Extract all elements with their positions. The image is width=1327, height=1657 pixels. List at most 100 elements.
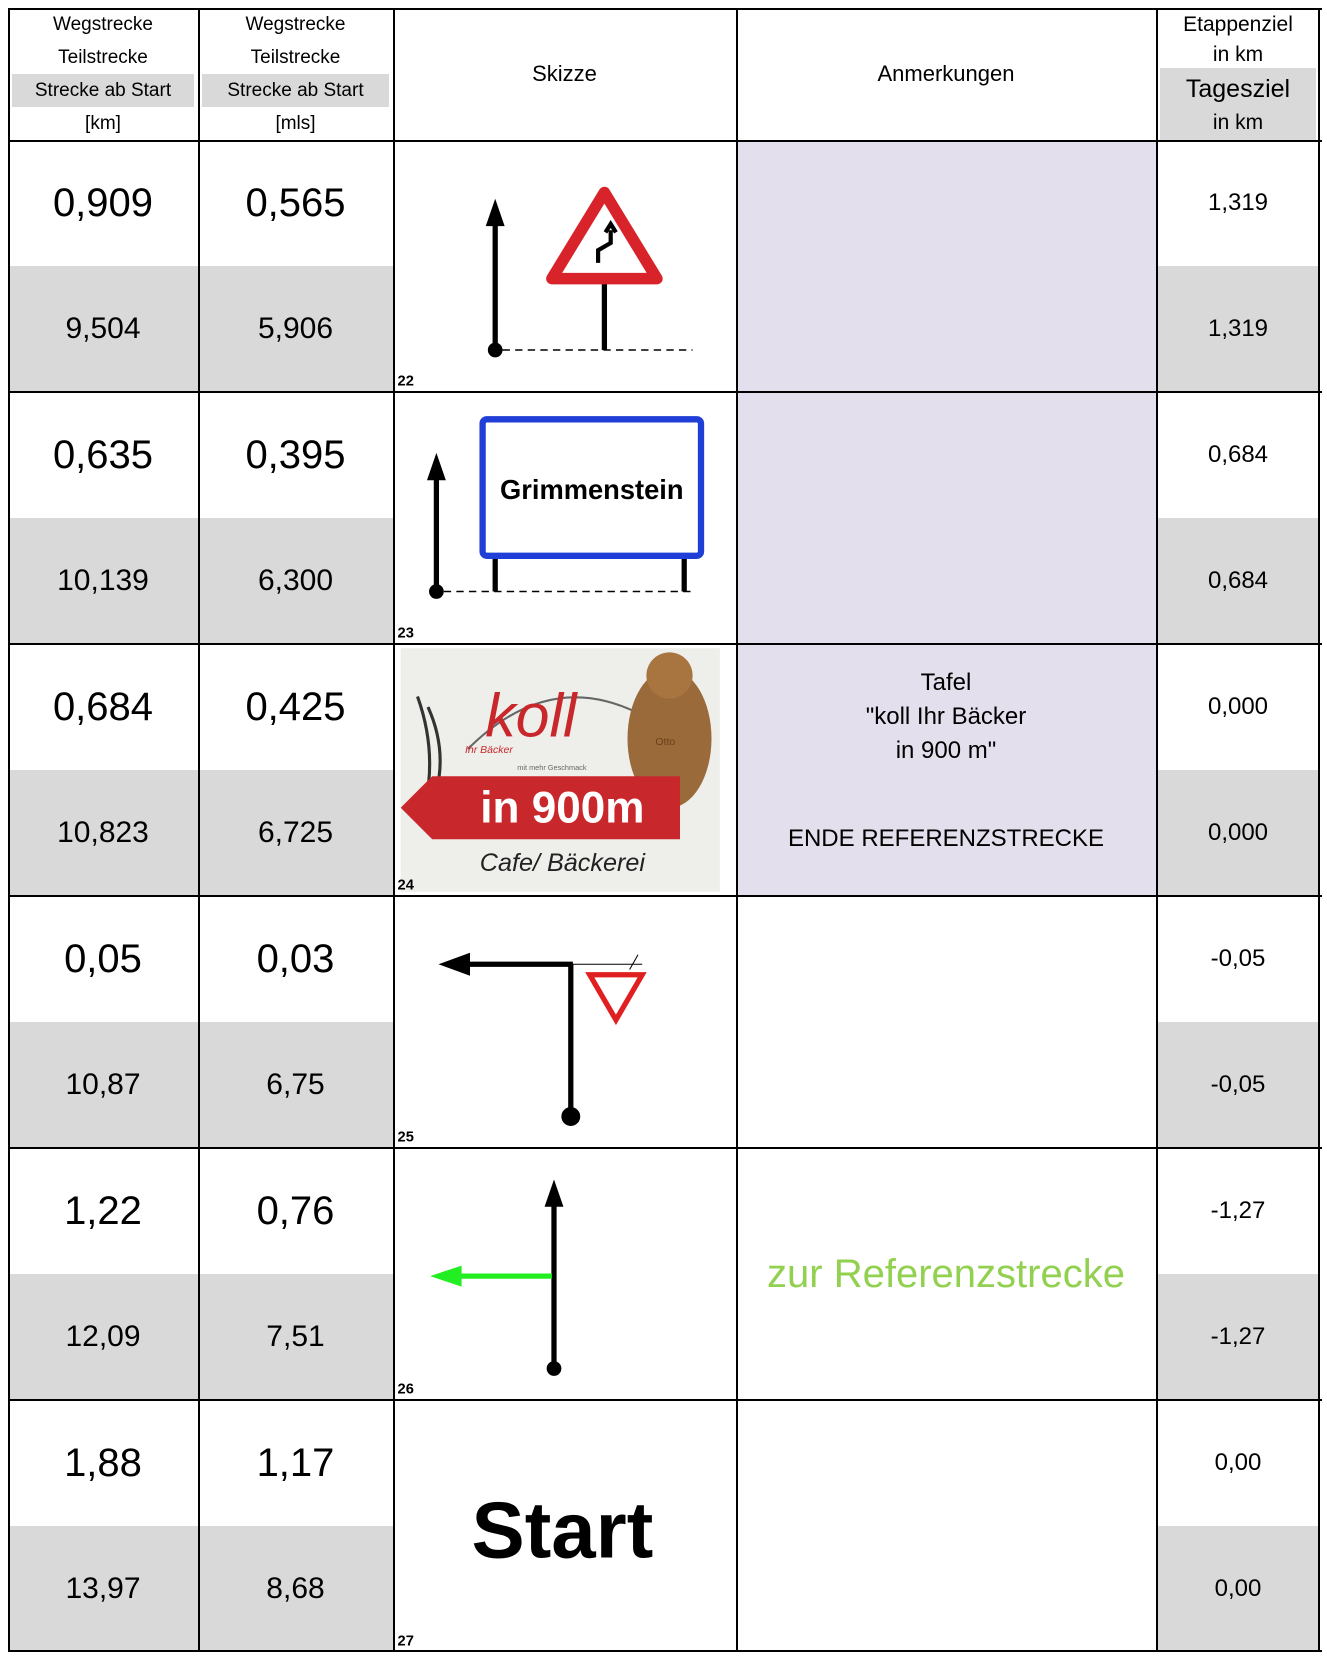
total-distance: 10,87 xyxy=(8,1022,198,1148)
sign-text: Ihr Bäcker xyxy=(465,744,513,756)
sketch-shape xyxy=(426,452,446,481)
section-distance: 0,395 xyxy=(245,432,346,477)
sketch-shape xyxy=(629,954,639,970)
sign-text: Start xyxy=(472,1486,654,1575)
grid-line xyxy=(8,8,10,1652)
grid-line xyxy=(8,1399,1322,1401)
total-distance: 6,300 xyxy=(198,518,393,644)
header-label: Teilstrecke xyxy=(250,46,341,68)
notes-cell xyxy=(736,1400,1156,1652)
section-distance: 1,22 xyxy=(64,1188,142,1233)
header-label: [mls] xyxy=(275,112,316,134)
sketch: 25 xyxy=(398,952,647,1146)
header-gray xyxy=(1160,68,1316,140)
header-label: in km xyxy=(1212,111,1264,134)
sign-text: Otto xyxy=(655,736,675,748)
notes-cell xyxy=(736,644,1156,896)
sketch-shape xyxy=(400,776,680,840)
total-distance: 6,75 xyxy=(198,1022,393,1148)
grid-line xyxy=(8,1650,1322,1652)
section-distance: 0,425 xyxy=(245,684,346,729)
sketch-number: 25 xyxy=(398,1130,414,1146)
header-label: Anmerkungen xyxy=(877,61,1015,86)
sketch-number: 24 xyxy=(398,878,415,894)
total-distance: 7,51 xyxy=(198,1274,393,1400)
sign-text: Grimmenstein xyxy=(500,474,684,505)
sign-text: in 900m xyxy=(480,784,644,833)
total-distance: 10,823 xyxy=(8,770,198,896)
total-distance: 6,725 xyxy=(198,770,393,896)
grid-line xyxy=(393,8,395,1652)
header-label: Strecke ab Start xyxy=(202,74,389,107)
notes-cell xyxy=(736,392,1156,644)
notes-cell xyxy=(736,1148,1156,1400)
sketch-number: 23 xyxy=(398,626,414,642)
sketch: Grimmenstein 23 xyxy=(398,416,705,642)
grid-line xyxy=(198,8,200,1652)
grid-line xyxy=(736,8,738,1652)
header-label: Skizze xyxy=(532,61,597,86)
sign-text: mit mehr Geschmack xyxy=(517,763,587,772)
section-distance: 1,17 xyxy=(256,1440,335,1485)
total-distance: 9,504 xyxy=(8,266,198,392)
stage-target: 1,319 xyxy=(1207,189,1269,216)
day-target: -0,05 xyxy=(1156,1022,1320,1148)
sketch-shape xyxy=(544,1179,564,1207)
day-target: 0,684 xyxy=(1156,518,1320,644)
sketch-shape xyxy=(438,952,470,976)
stage-target: -1,27 xyxy=(1210,1197,1266,1224)
sketch-shape xyxy=(561,1107,581,1126)
sketch-shape xyxy=(485,198,505,227)
grid-line xyxy=(8,8,1322,10)
header-label: in km xyxy=(1212,42,1264,66)
header-label: Teilstrecke xyxy=(58,46,148,68)
section-distance: 1,88 xyxy=(64,1440,142,1485)
section-distance: 0,03 xyxy=(256,936,335,981)
note-line: zur Referenzstrecke xyxy=(767,1251,1125,1296)
stage-target: 0,000 xyxy=(1207,693,1269,720)
grid-line xyxy=(8,391,1322,393)
total-distance: 12,09 xyxy=(8,1274,198,1400)
sketch-shape xyxy=(479,416,705,559)
day-target: 0,000 xyxy=(1156,770,1320,896)
stage-target: 0,684 xyxy=(1207,441,1269,468)
note-line: in 900 m" xyxy=(895,737,997,764)
sign-text: Cafe/ Bäckerei xyxy=(480,849,647,877)
grid-line xyxy=(8,643,1322,645)
sketch-number: 27 xyxy=(398,1634,414,1650)
sketch: 22 xyxy=(398,186,693,390)
note-line: ENDE REFERENZSTRECKE xyxy=(787,825,1105,852)
sketch-shape xyxy=(596,220,618,263)
sketch-number: 22 xyxy=(398,374,414,390)
header-label: Wegstrecke xyxy=(53,13,153,35)
note-line: "koll Ihr Bäcker xyxy=(865,703,1027,730)
section-distance: 0,909 xyxy=(52,180,154,225)
sketch-shape xyxy=(487,342,503,358)
sketch-shape xyxy=(585,972,647,1026)
sketch-shape xyxy=(546,1361,562,1376)
sketch-shape xyxy=(646,652,693,699)
sketch-shape xyxy=(430,1265,462,1287)
section-distance: 0,684 xyxy=(52,684,154,729)
sketch-shape xyxy=(429,584,444,599)
header-label: Wegstrecke xyxy=(245,13,346,35)
grid-line xyxy=(8,895,1322,897)
section-distance: 0,05 xyxy=(64,936,142,981)
section-distance: 0,565 xyxy=(245,180,346,225)
sketch-shape xyxy=(546,186,663,285)
sketch: 26 xyxy=(398,1179,564,1398)
note-line: Tafel xyxy=(920,669,972,696)
sketch-shape xyxy=(627,669,712,808)
grid-line xyxy=(1156,8,1158,1652)
section-distance: 0,635 xyxy=(52,432,154,477)
stage-target: 0,00 xyxy=(1214,1449,1262,1476)
sign-text: koll xyxy=(485,681,578,749)
total-distance: 8,68 xyxy=(198,1526,393,1652)
total-distance: 10,139 xyxy=(8,518,198,644)
total-distance: 5,906 xyxy=(198,266,393,392)
header-label: Tagesziel xyxy=(1185,74,1291,103)
notes-cell xyxy=(736,896,1156,1148)
day-target: 1,319 xyxy=(1156,266,1320,392)
